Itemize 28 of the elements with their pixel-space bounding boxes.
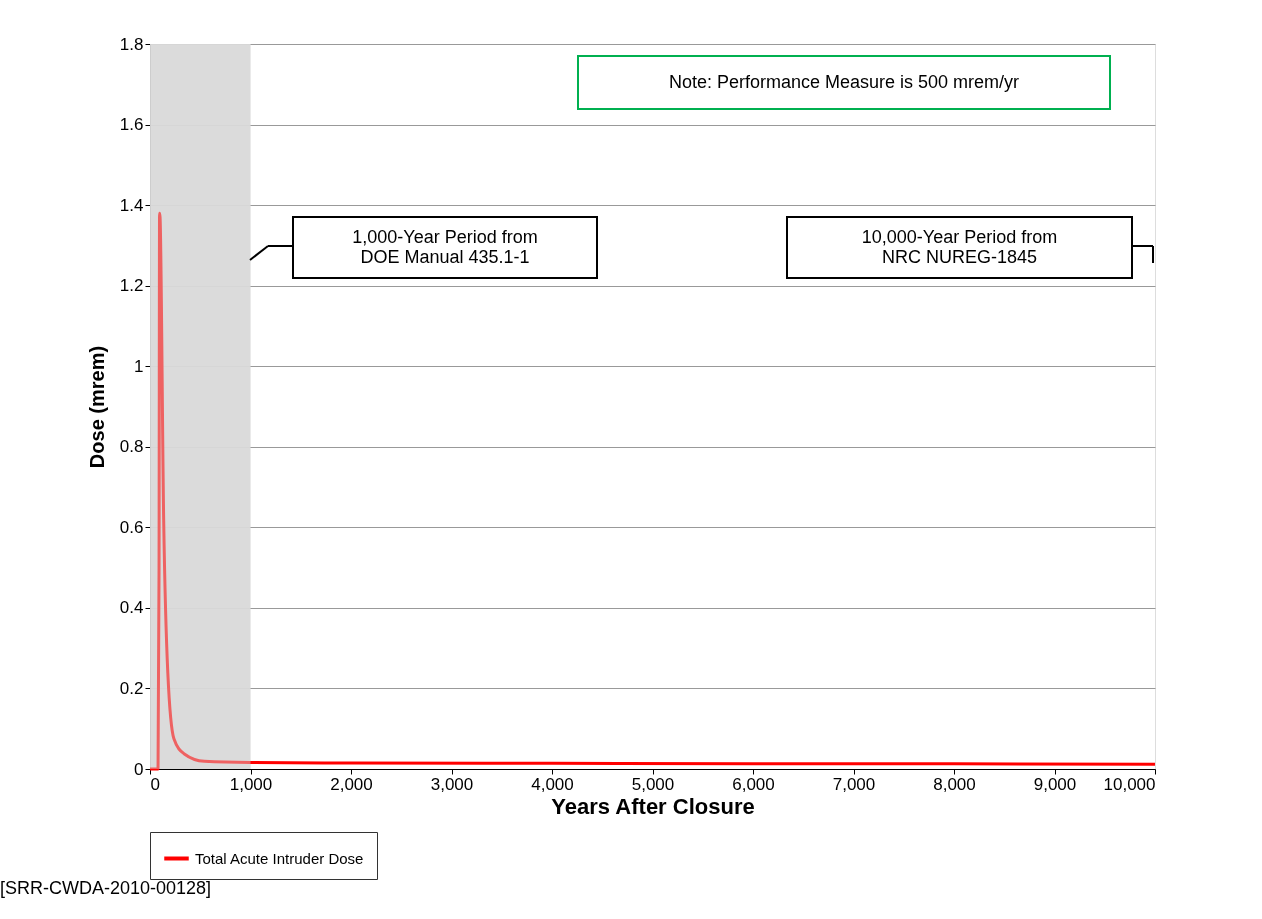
y-tick-label: 0.6	[119, 517, 144, 537]
text: [SRR-CWDA-2010-00128]	[0, 878, 212, 898]
x-tick-label: 3,000	[430, 774, 474, 794]
x-tick-label: 2,000	[330, 774, 373, 794]
y-tick-label: 1.2	[119, 276, 144, 296]
x-tick-label: 4,000	[531, 774, 574, 794]
x-tick-label: 10,000	[1103, 774, 1156, 794]
y-tick-label: 0.8	[119, 437, 144, 457]
y-tick-label: 1.6	[119, 115, 144, 135]
x-tick-label: 0	[150, 774, 160, 794]
y-tick-label: 1.8	[119, 34, 144, 54]
y-tick-label: 1.4	[119, 195, 144, 215]
y-tick-label: 0.2	[119, 678, 144, 698]
y-axis-title: Dose (mrem)	[85, 345, 108, 469]
x-tick-label: 7,000	[832, 774, 876, 794]
x-tick-label: 6,000	[732, 774, 775, 794]
annotation: 1,000-Year Period from DOE Manual 435.1-1	[352, 226, 538, 267]
x-tick-label: 5,000	[631, 774, 675, 794]
x-tick-label: 8,000	[933, 774, 976, 794]
legend-label: Total Acute Intruder Dose	[195, 849, 364, 867]
x-axis-title: Years After Closure	[551, 793, 755, 819]
y-tick-label: 1	[134, 356, 144, 376]
y-tick-label: 0.4	[119, 598, 144, 618]
annotation: Note: Performance Measure is 500 mrem/yr	[668, 71, 1020, 92]
x-tick-label: 1,000	[229, 774, 273, 794]
x-tick-label: 9,000	[1033, 774, 1077, 794]
annotation: 10,000-Year Period from NRC NUREG-1845	[861, 226, 1058, 267]
y-tick-label: 0	[134, 759, 144, 779]
